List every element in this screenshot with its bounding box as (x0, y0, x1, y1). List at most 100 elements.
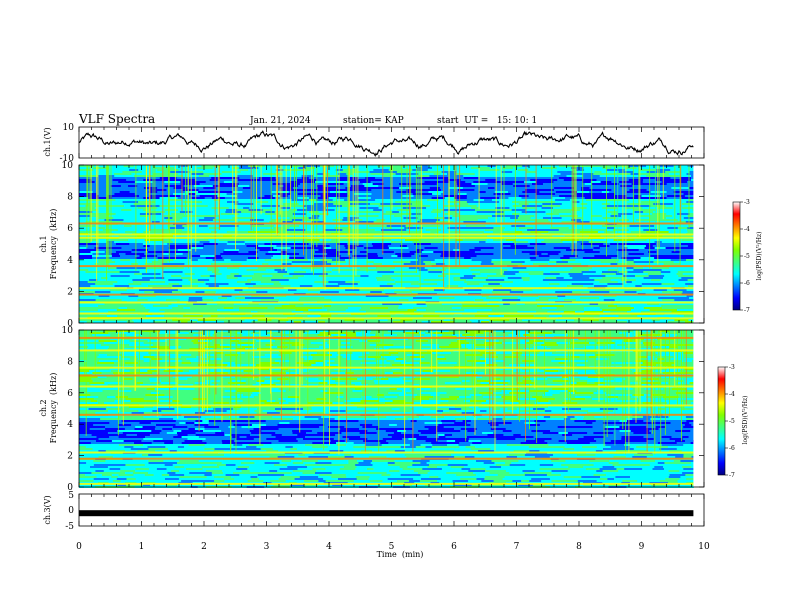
spectrogram-cell (568, 273, 584, 275)
spectrogram-cell (485, 211, 505, 213)
spectrogram-cell (661, 305, 679, 307)
spectrogram-cell (167, 243, 188, 245)
spectrogram-cell (92, 334, 111, 336)
spectrogram-cell (121, 338, 133, 340)
spectrogram-cell (381, 291, 395, 293)
spectrogram-cell (400, 289, 411, 291)
spectrogram-cell (626, 267, 634, 269)
spectrogram-cell (440, 167, 459, 169)
spectrogram-cell (495, 219, 516, 221)
spectrogram-cell (567, 261, 581, 263)
spectrogram-cell (325, 319, 345, 321)
spectrogram-cell (220, 332, 237, 334)
spectrogram-cell (135, 219, 153, 221)
spectrogram-cell (274, 307, 294, 309)
spectrogram-cell (615, 309, 632, 311)
spectrogram-cell (658, 303, 675, 305)
spectrogram-cell (307, 289, 321, 291)
spectrogram-cell (131, 209, 144, 211)
spectrogram-cell (103, 165, 124, 167)
spectrogram-cell (480, 169, 500, 171)
spectrogram-cell (369, 231, 376, 233)
spectrogram-cell (666, 213, 678, 215)
spectrogram-cell (147, 299, 167, 301)
spectrogram-cell (555, 201, 564, 203)
frequency-ticklabel: 4 (67, 256, 73, 266)
spectrogram-cell (593, 283, 601, 285)
spectrogram-cell (143, 332, 153, 334)
spectrogram-cell (595, 201, 607, 203)
spectrogram-cell (546, 213, 560, 215)
spectrogram-cell (132, 319, 148, 321)
spectrogram-cell (635, 217, 650, 219)
spectrogram-cell (299, 356, 313, 358)
spectrogram-cell (232, 181, 248, 183)
spectrogram-cell (635, 203, 654, 205)
spectrogram-cell (551, 332, 568, 334)
spectrogram-cell (509, 354, 523, 356)
spectrogram-cell (553, 209, 566, 211)
spectrogram-cell (609, 245, 625, 247)
spectrogram-cell (596, 211, 609, 213)
spectrogram-cell (226, 319, 245, 321)
spectrogram-cell (296, 362, 317, 364)
spectrogram-cell (223, 235, 233, 237)
spectrogram-cell (277, 311, 293, 313)
spectrogram-cell (111, 255, 121, 257)
spectrogram-cell (114, 173, 132, 175)
spectrogram-cell (349, 195, 368, 197)
spectrogram-cell (569, 199, 587, 201)
spectrogram-cell (169, 356, 182, 358)
spectrogram-cell (595, 187, 612, 189)
spectrogram-cell (548, 195, 560, 197)
spectrogram-cell (442, 267, 453, 269)
spectrogram-cell (219, 269, 236, 271)
spectrogram-cell (526, 338, 541, 340)
spectrogram-cell (439, 219, 460, 221)
spectrogram-cell (352, 261, 367, 263)
spectrogram-cell (288, 279, 298, 281)
spectrogram-cell (496, 338, 516, 340)
spectrogram-cell (536, 193, 556, 195)
spectrogram-cell (117, 263, 132, 265)
spectrogram-cell (518, 169, 529, 171)
spectrogram-cell (237, 354, 250, 356)
spectrogram-cell (371, 362, 391, 364)
spectrogram-cell (203, 354, 215, 356)
spectrogram-cell (244, 352, 264, 354)
spectrogram-cell (294, 291, 305, 293)
spectrogram-cell (411, 203, 424, 205)
spectrogram-cell (169, 346, 182, 348)
spectrogram-cell (465, 295, 476, 297)
spectrogram-cell (320, 315, 332, 317)
spectrogram-cell (606, 205, 622, 207)
spectrogram-cell (398, 332, 407, 334)
spectrogram-cell (158, 332, 179, 334)
spectrogram-cell (369, 289, 385, 291)
spectrogram-cell (561, 203, 582, 205)
spectrogram-cell (219, 201, 228, 203)
spectrogram-cell (435, 221, 454, 223)
spectrogram-burst (355, 165, 357, 276)
spectrogram-cell (650, 354, 658, 356)
spectrogram-cell (653, 295, 673, 297)
spectrogram-cell (600, 283, 608, 285)
spectrogram-cell (570, 205, 590, 207)
spectrogram-cell (265, 211, 276, 213)
spectrogram-cell (246, 245, 259, 247)
spectrogram-cell (475, 291, 493, 293)
spectrogram-burst (275, 165, 277, 234)
spectrogram-cell (157, 257, 173, 259)
spectrogram-cell (460, 241, 480, 243)
spectrogram-cell (412, 241, 430, 243)
spectrogram-cell (447, 281, 465, 283)
spectrogram-cell (481, 307, 492, 309)
spectrogram-cell (200, 263, 212, 265)
spectrogram-cell (357, 197, 372, 199)
spectrogram-cell (534, 354, 549, 356)
spectrogram-cell (292, 187, 311, 189)
spectrogram-cell (304, 338, 318, 340)
spectrogram-cell (548, 299, 565, 301)
spectrogram-cell (575, 169, 585, 171)
spectrogram-cell (493, 344, 507, 346)
